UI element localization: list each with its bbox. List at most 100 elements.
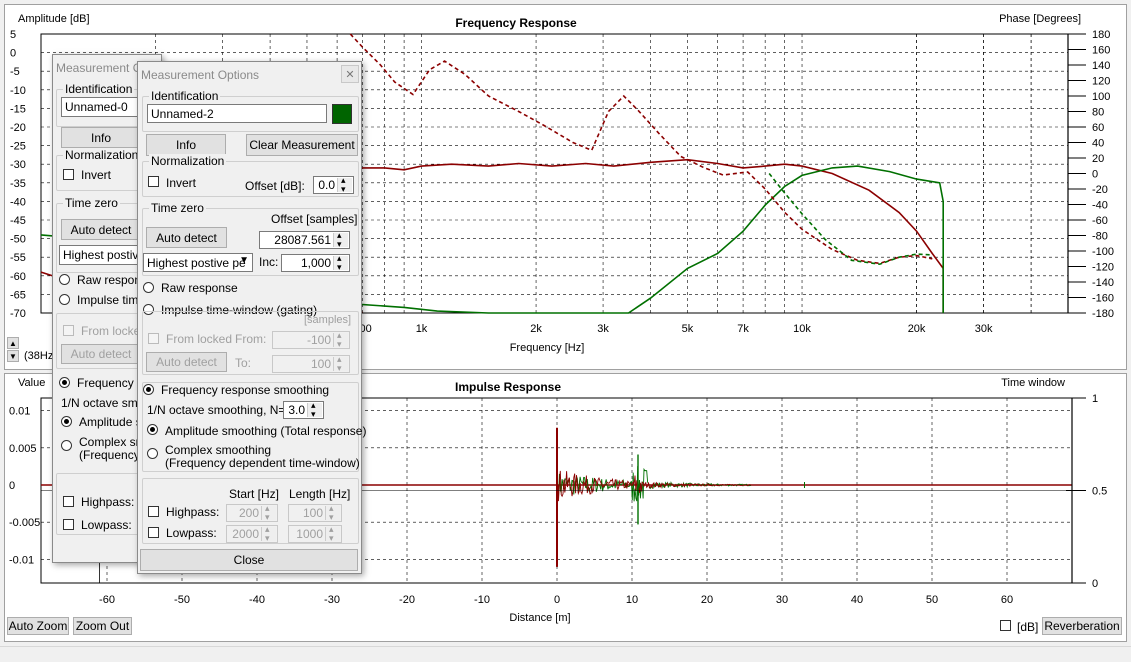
ir-x-tick-label: -60 bbox=[99, 594, 115, 606]
auto-zoom-button[interactable]: Auto Zoom bbox=[7, 617, 69, 635]
highpass-start-field[interactable]: 200 bbox=[226, 504, 278, 522]
amplitude-smoothing-label: Amplitude smoothing (Total response) bbox=[165, 424, 367, 438]
back-invert-checkbox[interactable] bbox=[63, 169, 74, 180]
offset-db-spinner[interactable] bbox=[337, 177, 352, 193]
freq-tick-label: 20k bbox=[908, 323, 926, 335]
offset-samples-field[interactable]: 28087.561 bbox=[259, 231, 350, 249]
identification-group: Identification bbox=[142, 89, 359, 132]
phase-tick-label: 60 bbox=[1092, 122, 1104, 134]
octave-spinner[interactable] bbox=[307, 402, 322, 418]
complex-smoothing-radio[interactable] bbox=[147, 448, 158, 459]
freq-tick-label: 7k bbox=[737, 323, 749, 335]
close-button[interactable]: Close bbox=[140, 549, 358, 571]
amp-tick-label: -50 bbox=[10, 234, 26, 246]
phase-tick-label: 0 bbox=[1092, 169, 1098, 181]
invert-label: Invert bbox=[166, 176, 197, 190]
timezero-title: Time zero bbox=[149, 201, 206, 215]
series-ch1-phase bbox=[349, 33, 933, 265]
zoom-out-button[interactable]: Zoom Out bbox=[73, 617, 132, 635]
value-tick-label: 0.01 bbox=[9, 406, 30, 418]
impulse-window-radio[interactable] bbox=[143, 304, 154, 315]
to-field[interactable]: 100 bbox=[272, 355, 350, 373]
from-spinner[interactable] bbox=[333, 332, 348, 348]
fr-y-right-label: Phase [Degrees] bbox=[999, 13, 1081, 25]
back-octave-label: 1/N octave smo bbox=[61, 396, 145, 410]
window-tick-label: 0 bbox=[1092, 578, 1098, 590]
lowpass-start-field[interactable]: 2000 bbox=[226, 525, 278, 543]
back-freq-smoothing-radio[interactable] bbox=[59, 377, 70, 388]
phase-tick-label: 120 bbox=[1092, 76, 1110, 88]
lowpass-length-spinner[interactable] bbox=[325, 526, 340, 542]
amplitude-smoothing-radio[interactable] bbox=[147, 424, 158, 435]
amp-tick-label: -70 bbox=[10, 308, 26, 320]
freq-tick-label: 2k bbox=[530, 323, 542, 335]
offset-db-value: 0.0 bbox=[318, 178, 335, 192]
highpass-length-spinner[interactable] bbox=[325, 505, 340, 521]
ir-x-tick-label: 50 bbox=[926, 594, 938, 606]
series-ch2-phase bbox=[768, 173, 933, 266]
start-hz-header: Start [Hz] bbox=[229, 487, 280, 501]
offset-db-field[interactable]: 0.0 bbox=[313, 176, 354, 194]
amp-tick-label: -40 bbox=[10, 196, 26, 208]
reverberation-button[interactable]: Reverberation bbox=[1042, 617, 1122, 635]
scroll-down-button[interactable]: ▼ bbox=[7, 350, 19, 362]
dialog-close-icon[interactable]: ✕ bbox=[341, 65, 359, 83]
back-impulse-window-radio[interactable] bbox=[59, 294, 70, 305]
scroll-up-button[interactable]: ▲ bbox=[7, 337, 19, 349]
lowpass-checkbox[interactable] bbox=[148, 527, 159, 538]
back-lowpass-checkbox[interactable] bbox=[63, 519, 74, 530]
db-checkbox[interactable] bbox=[1000, 620, 1011, 631]
lowpass-length-field[interactable]: 1000 bbox=[288, 525, 342, 543]
highpass-length-field[interactable]: 100 bbox=[288, 504, 342, 522]
window-tick-label: 0.5 bbox=[1092, 486, 1107, 498]
inc-field[interactable]: 1,000 bbox=[281, 254, 350, 272]
value-tick-label: -0.01 bbox=[9, 554, 34, 566]
dialog-back-title: Measurement O bbox=[56, 61, 143, 75]
back-auto-detect2-button[interactable]: Auto detect bbox=[61, 344, 141, 364]
back-name-field[interactable]: Unnamed-0 bbox=[61, 97, 159, 117]
back-raw-response-radio[interactable] bbox=[59, 274, 70, 285]
freq-smoothing-radio[interactable] bbox=[143, 384, 154, 395]
dialog-titlebar[interactable]: Measurement Options bbox=[138, 62, 361, 86]
highpass-start-spinner[interactable] bbox=[261, 505, 276, 521]
ir-x-tick-label: -30 bbox=[324, 594, 340, 606]
offset-samples-spinner[interactable] bbox=[333, 232, 348, 248]
auto-detect2-button[interactable]: Auto detect bbox=[146, 352, 227, 372]
highpass-checkbox[interactable] bbox=[148, 506, 159, 517]
raw-response-radio[interactable] bbox=[143, 282, 154, 293]
fr-y-left-label: Amplitude [dB] bbox=[18, 13, 90, 25]
amp-tick-label: -5 bbox=[10, 66, 20, 78]
identification-title: Identification bbox=[149, 89, 221, 103]
to-spinner[interactable] bbox=[333, 356, 348, 372]
detect-mode-select[interactable]: Highest postive pe ▼ bbox=[143, 253, 253, 272]
phase-tick-label: -100 bbox=[1092, 246, 1114, 258]
lowpass-start-spinner[interactable] bbox=[261, 526, 276, 542]
back-auto-detect-button[interactable]: Auto detect bbox=[61, 219, 141, 240]
offset-samples-value: 28087.561 bbox=[274, 233, 331, 247]
octave-field[interactable]: 3.0 bbox=[283, 401, 324, 419]
from-locked-checkbox[interactable] bbox=[148, 333, 159, 344]
back-amplitude-smoothing-radio[interactable] bbox=[61, 416, 72, 427]
info-button[interactable]: Info bbox=[146, 134, 226, 156]
measurement-color-swatch[interactable] bbox=[332, 104, 352, 124]
back-detect-mode-select[interactable]: Highest postive bbox=[59, 245, 159, 265]
to-label: To: bbox=[235, 356, 252, 370]
back-info-button[interactable]: Info bbox=[61, 127, 141, 148]
invert-checkbox[interactable] bbox=[148, 176, 159, 187]
dialog-back-titlebar[interactable]: Measurement O bbox=[53, 55, 161, 79]
back-identification-group: Identification bbox=[56, 82, 160, 127]
fr-x-label: Frequency [Hz] bbox=[510, 342, 585, 354]
phase-tick-label: -160 bbox=[1092, 293, 1114, 305]
back-complex-smoothing-radio[interactable] bbox=[61, 440, 72, 451]
inc-spinner[interactable] bbox=[333, 255, 348, 271]
back-from-locked-checkbox[interactable] bbox=[63, 325, 74, 336]
ir-x-tick-label: 30 bbox=[776, 594, 788, 606]
back-highpass-checkbox[interactable] bbox=[63, 496, 74, 507]
auto-detect-button[interactable]: Auto detect bbox=[146, 227, 227, 248]
octave-label: 1/N octave smoothing, N= bbox=[147, 403, 286, 417]
samples-label: [samples] bbox=[304, 314, 352, 326]
from-field[interactable]: -100 bbox=[272, 331, 350, 349]
measurement-name-field[interactable]: Unnamed-2 bbox=[147, 104, 327, 123]
clear-measurement-button[interactable]: Clear Measurement bbox=[246, 134, 358, 156]
freq-tick-label: 3k bbox=[597, 323, 609, 335]
